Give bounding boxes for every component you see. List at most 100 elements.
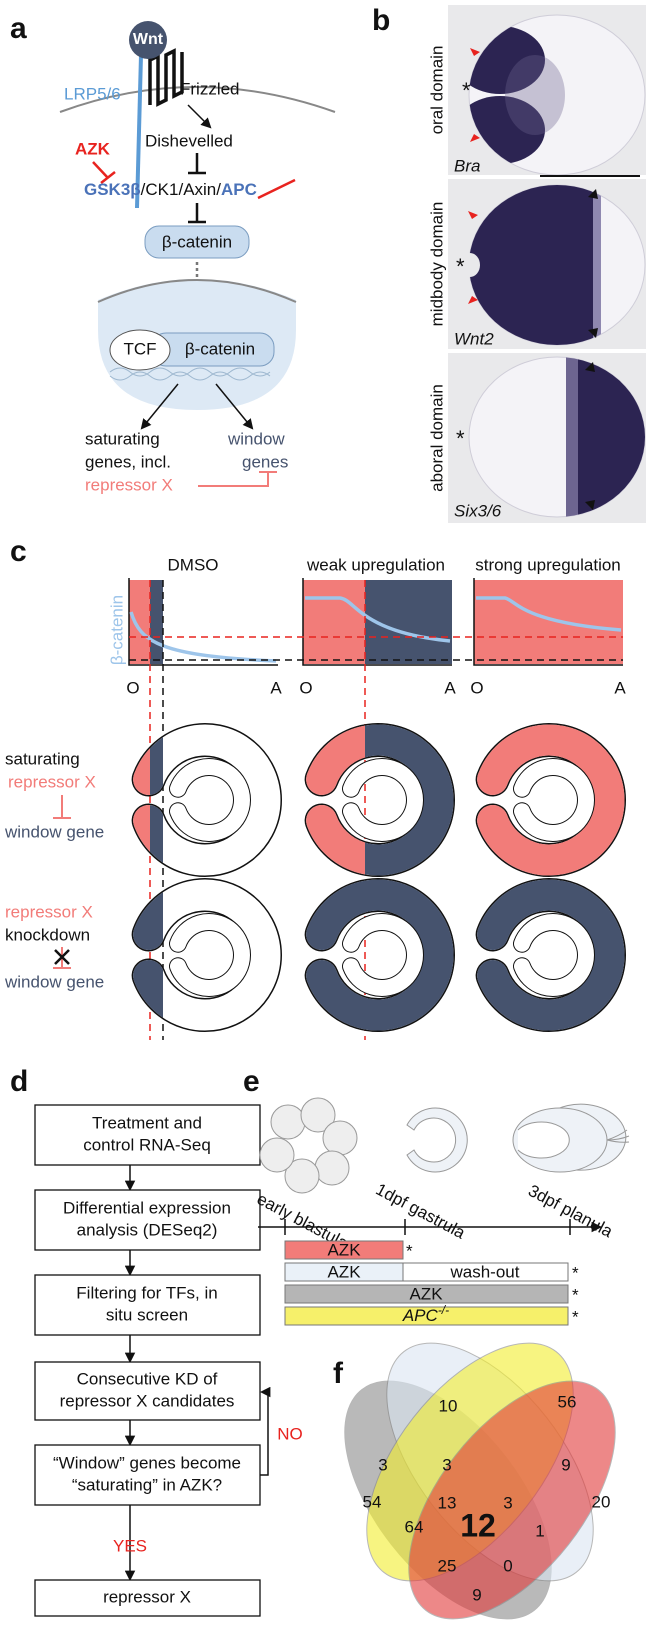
page: Figure html, body { margin: 0; padding: …	[0, 0, 649, 1627]
body: { "a": {"label": "a", "wnt": "Wnt", "lrp…	[0, 0, 649, 1627]
bar-label: AZK	[327, 1262, 361, 1281]
venn-count: 9	[561, 1455, 570, 1474]
flow-text: repressor X	[103, 1587, 191, 1606]
gsk-label: GSK3β	[84, 180, 141, 199]
complex-mid: /CK1/Axin/	[141, 180, 222, 199]
arrow	[188, 105, 210, 127]
venn-count: 3	[503, 1493, 512, 1512]
venn-count: 3	[442, 1455, 451, 1474]
row-label: saturating	[5, 749, 80, 768]
asterisk: *	[406, 1241, 413, 1260]
frizzled-receptor	[150, 51, 182, 105]
asterisk: *	[456, 426, 465, 451]
venn-diagram	[305, 1307, 649, 1627]
c-inner	[522, 922, 586, 988]
inhibition	[188, 153, 206, 173]
row-label: repressor X	[5, 902, 93, 921]
repressor-label: repressor X	[85, 475, 173, 494]
condition-title: DMSO	[168, 555, 219, 574]
frizzled-label: Frizzled	[180, 79, 240, 98]
bar-label: wash-out	[450, 1262, 520, 1281]
flow-text: Filtering for TFs, in	[76, 1283, 217, 1302]
gene-text: saturating	[85, 429, 160, 448]
bar-label-sup: -/-	[438, 1303, 449, 1317]
flow-text: repressor X candidates	[60, 1391, 235, 1410]
venn-count: 1	[535, 1521, 544, 1540]
repression	[198, 472, 277, 486]
beta-catenin-label: β-catenin	[162, 232, 232, 251]
loop-arrow	[260, 1392, 268, 1475]
venn-count: 12	[460, 1507, 496, 1543]
c-inner	[178, 922, 242, 988]
lrp-label: LRP5/6	[64, 84, 121, 103]
y-label: β-catenin	[107, 595, 126, 665]
venn-count: 20	[592, 1492, 611, 1511]
embryo-c	[322, 740, 438, 860]
asterisk: *	[572, 1307, 579, 1326]
embryo-schematics	[149, 740, 609, 1015]
domain-label: aboral domain	[427, 384, 446, 492]
domain-label: midbody domain	[427, 202, 446, 327]
gene-label: Six3/6	[454, 501, 502, 520]
gradient-plots	[129, 578, 623, 1040]
c-inner	[178, 767, 242, 833]
embryo-c	[322, 895, 438, 1015]
axis-label: A	[270, 678, 282, 697]
panel-label: f	[333, 1357, 344, 1390]
row-label: repressor X	[8, 772, 96, 791]
venn-count: 64	[405, 1517, 424, 1536]
venn-count: 13	[438, 1493, 457, 1512]
gene-text: genes	[242, 452, 288, 471]
venn-count: 54	[363, 1492, 382, 1511]
flow-text: Treatment and	[92, 1113, 202, 1132]
condition-title: weak upregulation	[306, 555, 445, 574]
embryo-c	[493, 740, 609, 860]
wnt-label: Wnt	[133, 31, 164, 48]
flow-text: “saturating” in AZK?	[72, 1475, 222, 1494]
gene-text: genes, incl.	[85, 452, 171, 471]
panel-label: e	[243, 1065, 260, 1098]
bar-label-main: APC	[402, 1306, 439, 1325]
row-label: knockdown	[5, 925, 90, 944]
gene-label: Bra	[454, 156, 480, 175]
repression	[53, 795, 71, 818]
panel-label: d	[10, 1065, 28, 1098]
flow-text: situ screen	[106, 1305, 188, 1324]
axis-label: O	[126, 678, 139, 697]
venn-count: 56	[558, 1392, 577, 1411]
venn-count: 25	[438, 1556, 457, 1575]
embryo-c	[149, 740, 265, 860]
c-inner	[522, 767, 586, 833]
flow-text: Consecutive KD of	[77, 1369, 218, 1388]
yes-label: YES	[113, 1536, 147, 1555]
gene-text: window	[227, 429, 285, 448]
condition-title: strong upregulation	[475, 555, 621, 574]
tcf-label: TCF	[123, 339, 156, 358]
embryo-c	[149, 895, 265, 1015]
gene-label: Wnt2	[454, 329, 494, 348]
destruction-complex: GSK3β/CK1/Axin/APC	[84, 180, 257, 199]
panel-label: c	[10, 535, 27, 568]
flow-text: control RNA-Seq	[83, 1135, 211, 1154]
apc-label: APC	[221, 180, 257, 199]
beta-catenin-label: β-catenin	[185, 339, 255, 358]
asterisk: *	[572, 1285, 579, 1304]
bar-label: AZK	[327, 1240, 361, 1259]
asterisk: *	[456, 254, 465, 279]
inhibition	[188, 203, 206, 222]
venn-count: 9	[472, 1585, 481, 1604]
dishevelled-label: Dishevelled	[145, 131, 233, 150]
apc-strike	[258, 180, 295, 198]
asterisk: *	[462, 78, 471, 103]
axis-label: O	[470, 678, 483, 697]
in-situ-images	[448, 5, 649, 525]
row-label: window gene	[4, 972, 104, 991]
row-label: window gene	[4, 822, 104, 841]
flow-text: “Window” genes become	[53, 1453, 241, 1472]
venn-count: 3	[378, 1455, 387, 1474]
panel-label: a	[10, 12, 27, 45]
panel-label: b	[372, 4, 390, 37]
c-inner	[351, 922, 415, 988]
axis-label: A	[444, 678, 456, 697]
